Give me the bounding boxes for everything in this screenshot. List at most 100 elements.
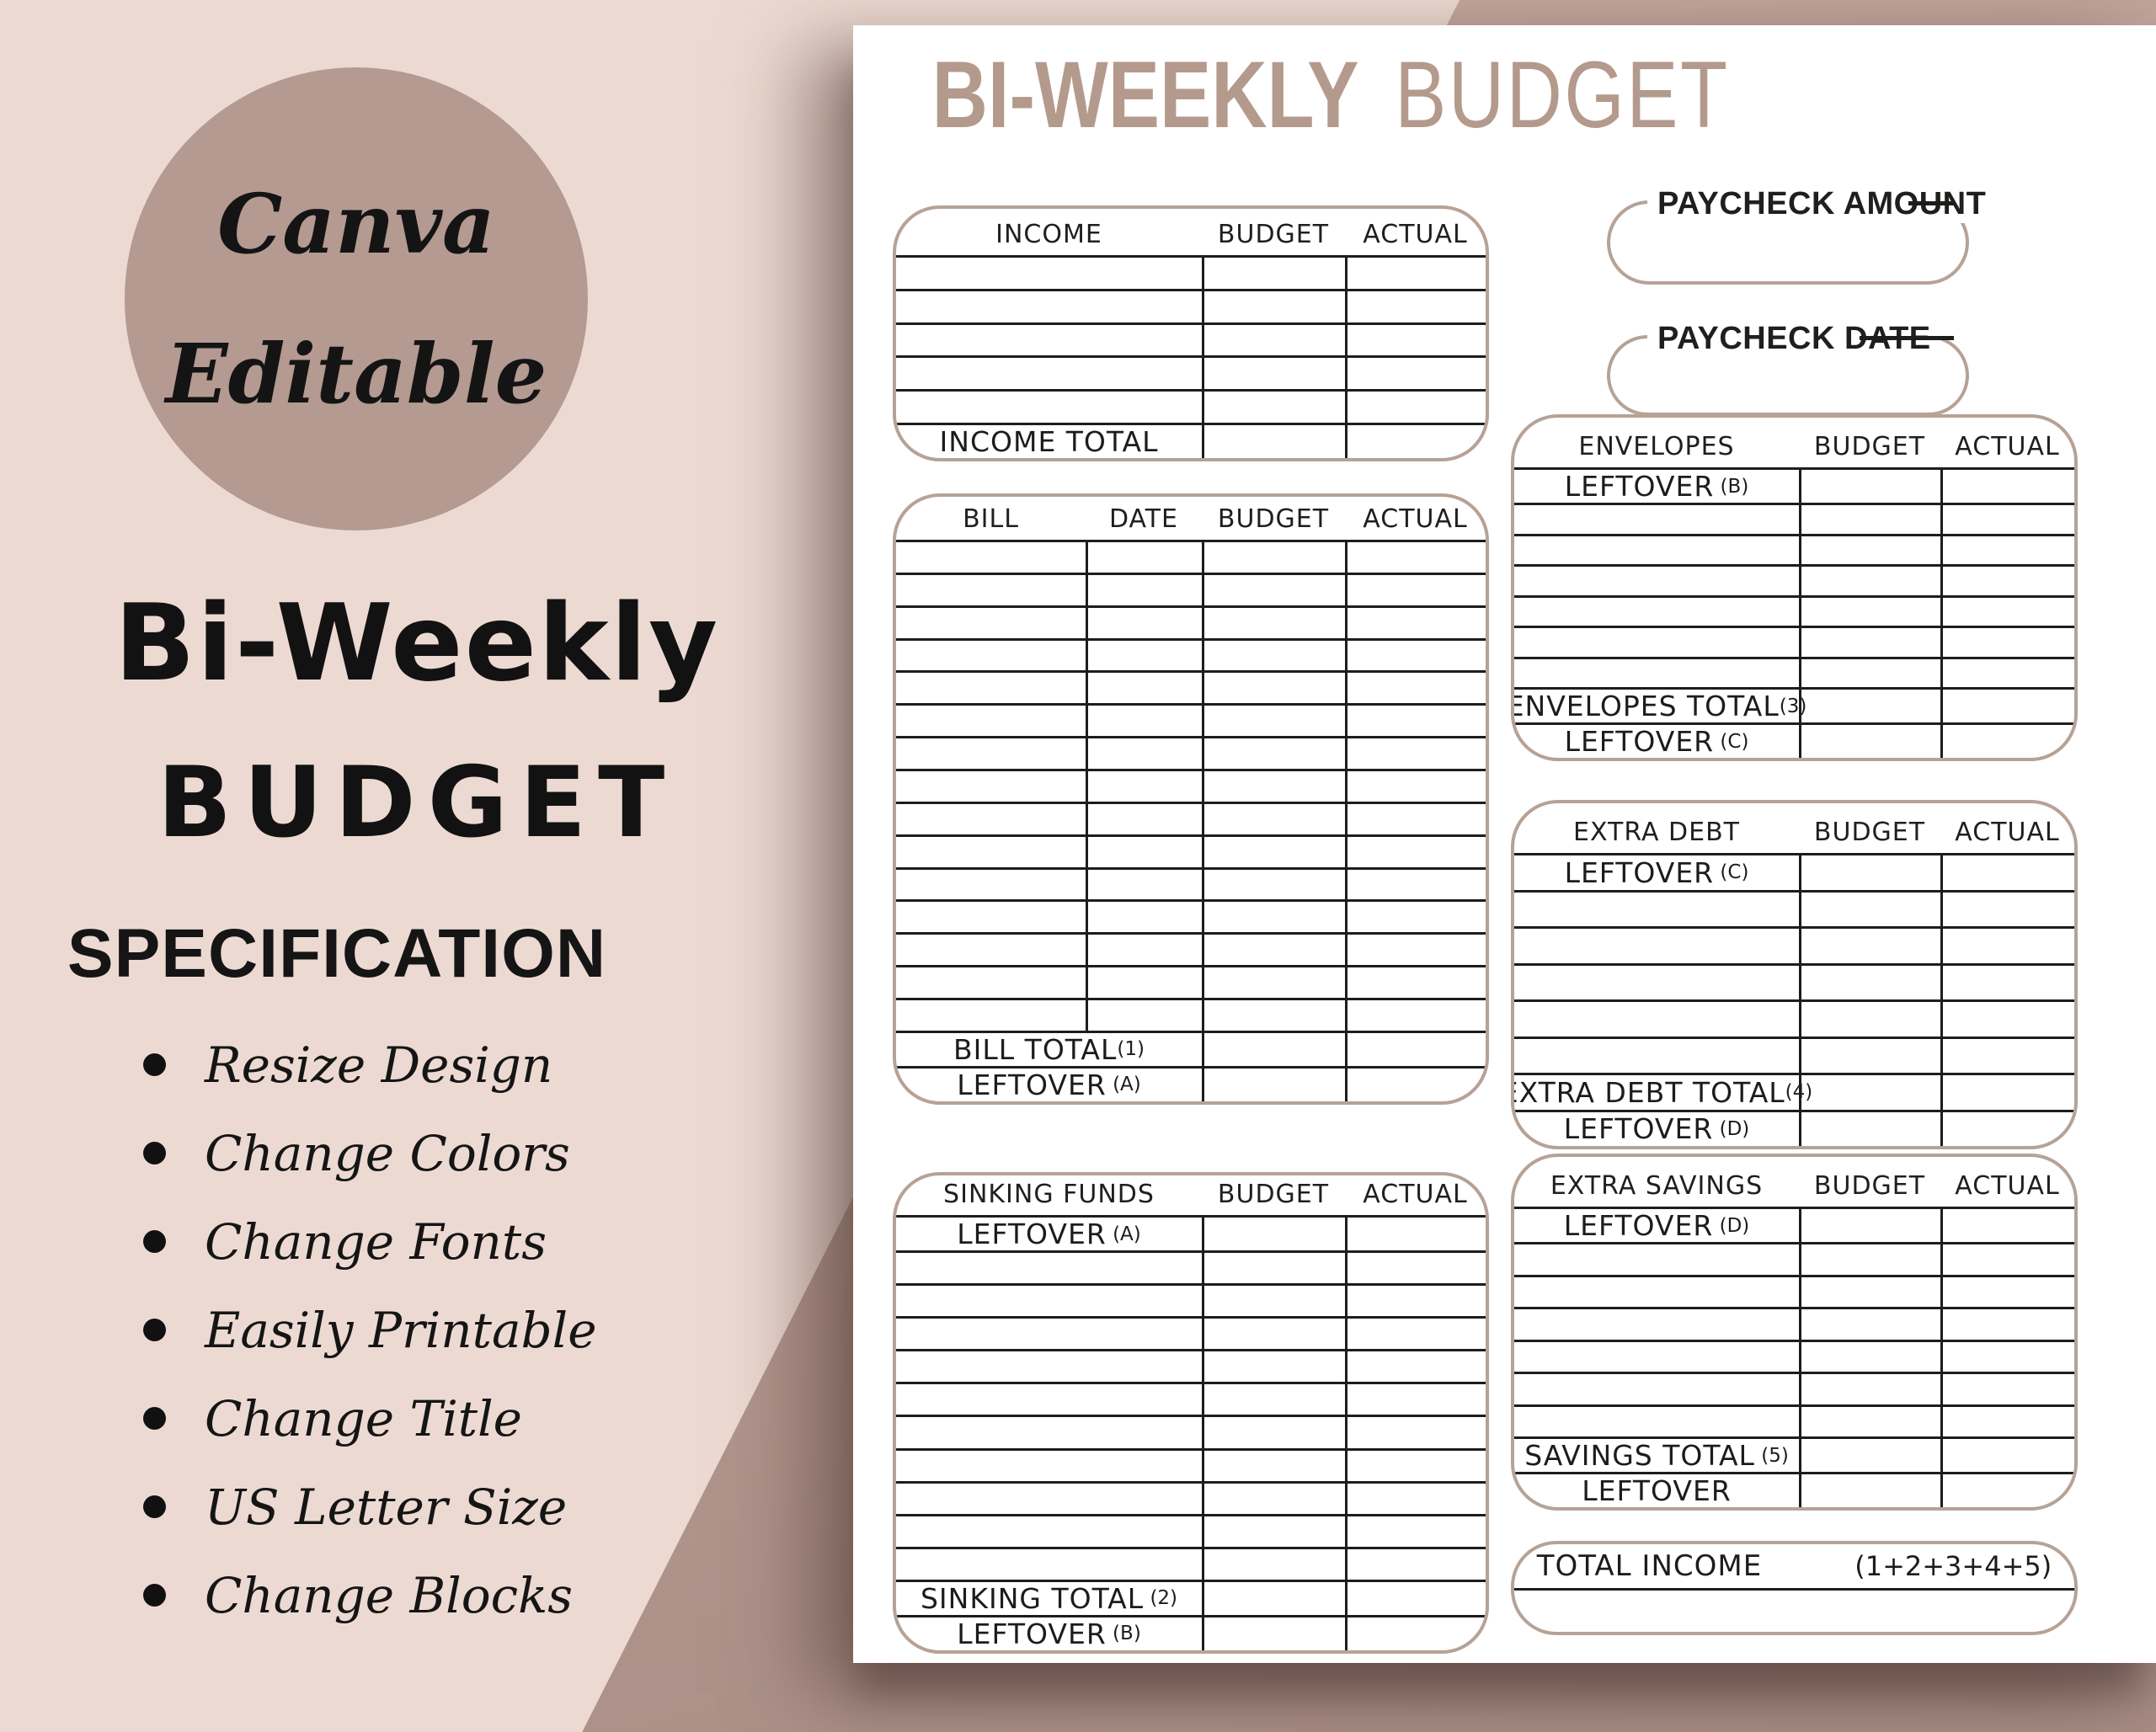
table-row: ENVELOPES TOTAL (3) — [1514, 687, 2074, 722]
empty-cell — [1202, 542, 1345, 573]
empty-cell — [1202, 1218, 1345, 1250]
bullet-dot-icon — [143, 1142, 166, 1164]
empty-cell — [1799, 1038, 1940, 1073]
empty-cell — [1799, 1075, 1940, 1110]
empty-cell — [1086, 836, 1202, 867]
empty-cell — [1345, 1516, 1486, 1547]
table-body: LEFTOVER (C) EXTRA DEBT TOTAL (4) LEFTOVER … — [1514, 853, 2074, 1146]
row-label-sup: (4) — [1785, 1081, 1813, 1104]
empty-cell — [1202, 673, 1345, 704]
empty-cell — [1202, 258, 1345, 289]
column-header: BUDGET — [1813, 1171, 1926, 1201]
empty-cell — [896, 575, 1086, 605]
column-header: ACTUAL — [1363, 504, 1468, 534]
table-row: LEFTOVER (B) — [1514, 467, 2074, 503]
row-label-sup: (A) — [1106, 1223, 1141, 1245]
empty-cell — [1202, 1000, 1345, 1031]
empty-cell — [1940, 965, 2074, 999]
empty-cell — [1345, 358, 1486, 390]
empty-cell — [896, 1549, 1202, 1580]
paycheck-amount-field: PAYCHECK AMOUNT — [1607, 184, 1997, 285]
badge-line1: Canva — [217, 176, 495, 272]
empty-cell — [1940, 855, 2074, 890]
column-header: BUDGET — [1217, 220, 1330, 249]
row-label-sup: (D) — [1713, 1117, 1750, 1140]
row-label-cell: EXTRA DEBT TOTAL (4) — [1514, 1075, 1812, 1110]
total-income-label: TOTAL INCOME — [1536, 1549, 1763, 1583]
table-row — [896, 736, 1486, 770]
empty-cell — [1940, 470, 2074, 503]
table-row — [896, 801, 1486, 834]
empty-cell — [1514, 598, 1799, 626]
table-row — [896, 540, 1486, 573]
empty-cell — [896, 258, 1202, 289]
empty-cell — [1799, 1374, 1940, 1404]
column-header: ACTUAL — [1955, 1171, 2060, 1201]
table-row — [896, 1415, 1486, 1448]
empty-cell — [1799, 965, 1940, 999]
column-header: BUDGET — [1217, 1180, 1330, 1209]
table-row — [1514, 656, 2074, 687]
empty-cell — [1086, 607, 1202, 638]
canva-editable-badge: Canva Editable — [125, 67, 588, 530]
bullet-item: Change Title — [143, 1374, 842, 1463]
empty-cell — [1940, 1474, 2074, 1507]
table-row: LEFTOVER (D) — [1514, 1207, 2074, 1242]
table-row — [896, 605, 1486, 638]
column-header: INCOME — [995, 220, 1102, 249]
empty-cell — [1514, 1277, 1799, 1308]
bullet-item: US Letter Size — [143, 1463, 842, 1551]
empty-cell — [1086, 935, 1202, 966]
empty-cell — [1345, 902, 1486, 933]
row-label-sup: (A) — [1106, 1074, 1141, 1096]
empty-cell — [1514, 1407, 1799, 1437]
left-title-budget: BUDGET — [157, 746, 677, 860]
budget-table-extra-debt: EXTRA DEBT BUDGET ACTUAL LEFTOVER (C) EXTRA … — [1511, 800, 2078, 1149]
row-label: LEFTOVER — [1564, 725, 1715, 758]
row-label-cell: LEFTOVER (B) — [1514, 470, 1799, 503]
table-row: SAVINGS TOTAL (5) — [1514, 1436, 2074, 1472]
empty-cell — [1202, 1384, 1345, 1415]
row-label: LEFTOVER — [957, 1218, 1107, 1250]
table-header: SINKING FUNDS BUDGET ACTUAL — [896, 1175, 1486, 1215]
empty-cell — [1799, 1474, 1940, 1507]
table-row: SINKING TOTAL (2) — [896, 1579, 1486, 1615]
empty-cell — [1514, 1244, 1799, 1275]
empty-cell — [896, 1000, 1086, 1031]
empty-cell — [1345, 1032, 1486, 1066]
empty-cell — [1799, 628, 1940, 657]
row-label: LEFTOVER — [1564, 855, 1715, 889]
empty-cell — [1345, 258, 1486, 289]
empty-cell — [1086, 673, 1202, 704]
empty-cell — [896, 771, 1086, 802]
page-title: BI-WEEKLY BUDGET — [932, 40, 1728, 149]
row-label-cell: LEFTOVER (C) — [1514, 855, 1799, 890]
table-row — [896, 255, 1486, 289]
table-row — [896, 1447, 1486, 1481]
empty-cell — [1799, 690, 1940, 722]
budget-template-page: BI-WEEKLY BUDGET PAYCHECK AMOUNT PAYCHECK… — [853, 25, 2156, 1663]
empty-cell — [1514, 893, 1799, 927]
table-row — [896, 1480, 1486, 1514]
table-body: BILL TOTAL (1) LEFTOVER (A) — [896, 540, 1486, 1101]
table-row — [896, 703, 1486, 737]
table-row — [1514, 1404, 2074, 1437]
empty-cell — [1940, 1075, 2074, 1110]
empty-cell — [1202, 1286, 1345, 1317]
empty-cell — [1086, 1000, 1202, 1031]
table-row: LEFTOVER (C) — [1514, 853, 2074, 890]
column-header: ACTUAL — [1363, 1180, 1468, 1209]
table-row — [896, 1316, 1486, 1350]
budget-table-bills: BILL DATE BUDGET ACTUAL BILL TOTAL (1) LEFTOVE… — [893, 493, 1489, 1105]
empty-cell — [896, 542, 1086, 573]
empty-cell — [1514, 628, 1799, 657]
empty-cell — [1345, 1286, 1486, 1317]
empty-cell — [896, 325, 1202, 356]
empty-cell — [1345, 640, 1486, 671]
empty-cell — [1202, 1351, 1345, 1383]
empty-cell — [1940, 658, 2074, 687]
total-income-value-cell — [1514, 1591, 2074, 1632]
empty-cell — [1940, 567, 2074, 595]
empty-cell — [1940, 628, 2074, 657]
empty-cell — [1086, 902, 1202, 933]
